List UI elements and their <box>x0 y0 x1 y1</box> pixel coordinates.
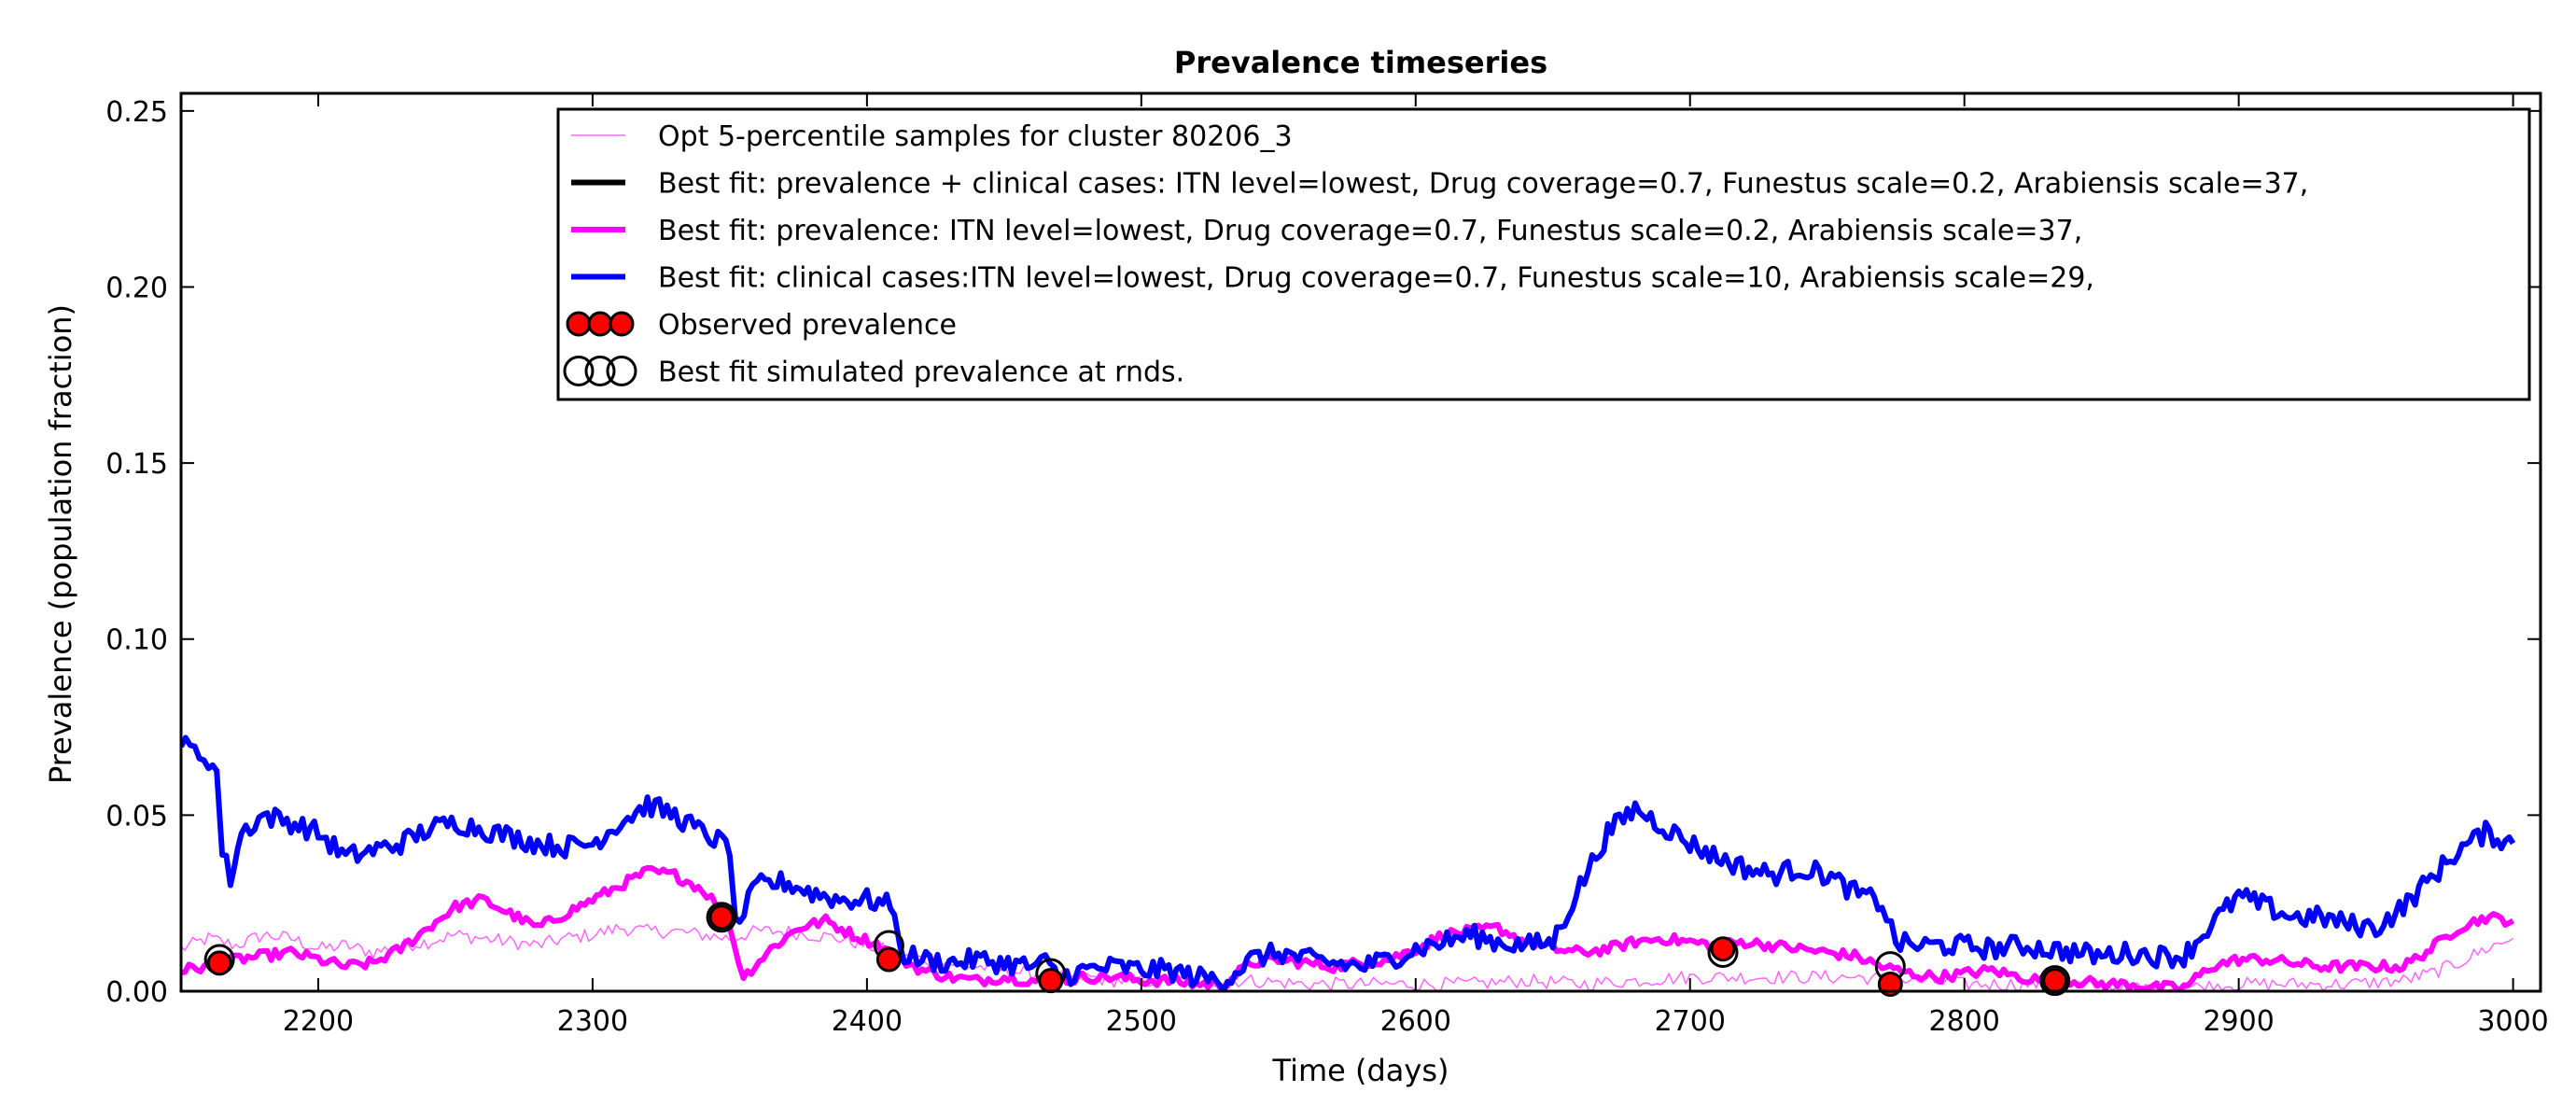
x-tick-label: 2200 <box>283 1005 354 1038</box>
y-tick-label: 0.10 <box>105 624 168 657</box>
x-tick-label: 2800 <box>1929 1005 2000 1038</box>
x-tick-label: 2500 <box>1106 1005 1177 1038</box>
observed-prevalence-marker-0 <box>206 950 232 976</box>
axes-layer: 2200 2300 2400 2500 2600 2700 2800 2900 3000 0.00… <box>105 91 2549 1038</box>
observed-prevalence-marker-4 <box>1710 936 1736 962</box>
chart-title: Prevalence timeseries <box>1174 45 1547 80</box>
y-tick-label: 0.00 <box>105 976 168 1009</box>
simulated-prevalence-marker-1 <box>706 902 737 933</box>
legend-label-5: Best fit simulated prevalence at rnds. <box>658 357 1184 389</box>
x-axis-label: Time (days) <box>1272 1053 1449 1088</box>
legend-box <box>556 107 2531 401</box>
legend-label-3: Best fit: clinical cases:ITN level=lowes… <box>658 262 2094 295</box>
legend-label-4: Observed prevalence <box>658 309 957 342</box>
plot-area <box>181 735 2516 991</box>
x-tick-label: 2600 <box>1380 1005 1451 1038</box>
y-tick-label: 0.15 <box>105 448 168 481</box>
simulated-prevalence-marker-6 <box>2039 965 2071 997</box>
legend-marker-5-0 <box>563 356 595 386</box>
legend-marker-4-0 <box>566 311 592 337</box>
legend-label-1: Best fit: prevalence + clinical cases: I… <box>658 168 2308 201</box>
legend-label-2: Best fit: prevalence: ITN level=lowest, … <box>658 215 2082 247</box>
legend-marker-4-1 <box>587 311 613 337</box>
legend-label-0: Opt 5-percentile samples for cluster 802… <box>658 120 1293 153</box>
x-tick-label: 3000 <box>2477 1005 2548 1038</box>
legend: Opt 5-percentile samples for cluster 802… <box>556 107 2531 401</box>
observed-prevalence-marker-6 <box>2042 968 2068 994</box>
legend-marker-5-2 <box>606 356 637 386</box>
observed-prevalence-marker-2 <box>875 946 902 973</box>
y-tick-label: 0.05 <box>105 800 168 833</box>
observed-prevalence-marker-5 <box>1877 971 1903 997</box>
legend-marker-4-2 <box>609 311 635 337</box>
x-tick-label: 2900 <box>2203 1005 2274 1038</box>
x-tick-label: 2700 <box>1655 1005 1726 1038</box>
y-axis-label: Prevalence (population fraction) <box>43 304 78 784</box>
plot-layer <box>181 735 2516 997</box>
observed-prevalence-marker-1 <box>708 904 735 931</box>
y-tick-label: 0.25 <box>105 96 168 129</box>
series-line-2 <box>181 864 2515 991</box>
observed-prevalence-marker-3 <box>1038 968 1064 994</box>
axes-frame <box>179 91 2542 993</box>
y-tick-label: 0.20 <box>105 272 168 304</box>
x-tick-label: 2300 <box>557 1005 628 1038</box>
series-line-3 <box>181 735 2516 991</box>
legend-marker-5-1 <box>584 356 616 386</box>
x-tick-label: 2400 <box>832 1005 903 1038</box>
series-line-0 <box>181 923 2514 991</box>
